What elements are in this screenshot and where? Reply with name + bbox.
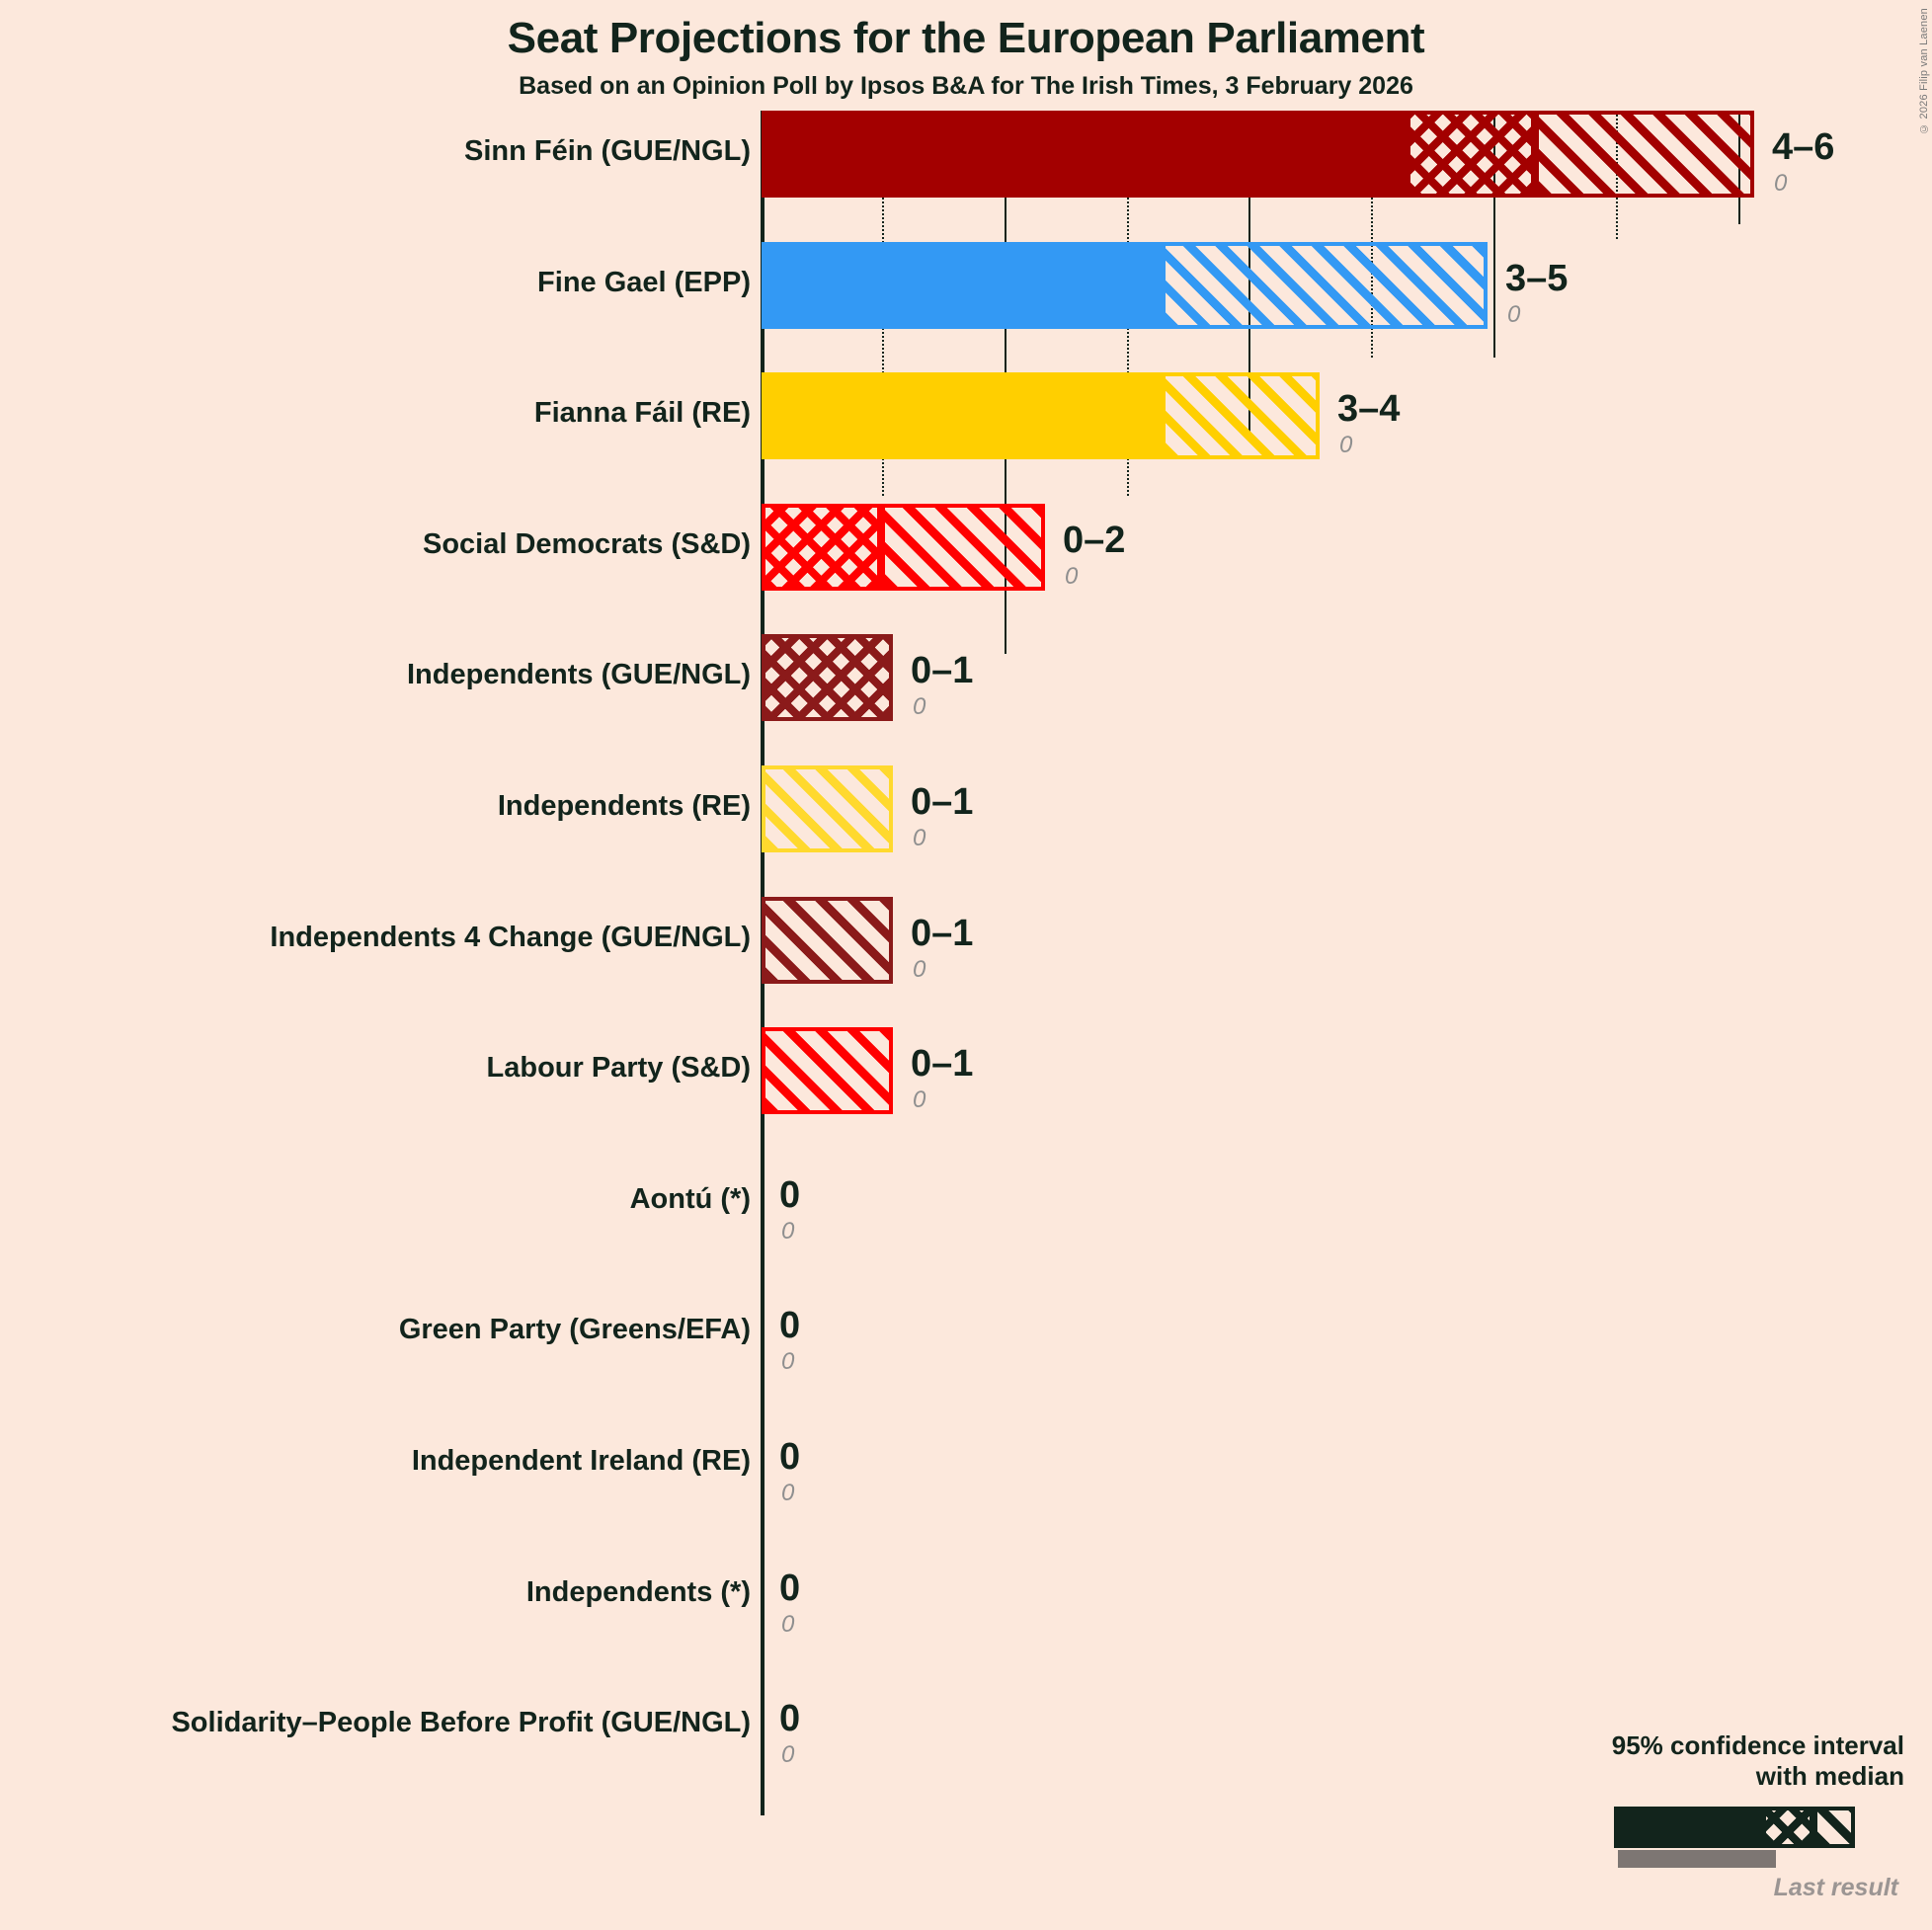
- party-label-7: Labour Party (S&D): [486, 1052, 751, 1085]
- bar-segment-diagonal-7: [762, 1027, 893, 1115]
- bar-6[interactable]: [762, 896, 893, 984]
- legend-line-2: with median: [1755, 1761, 1904, 1792]
- bar-4[interactable]: [762, 634, 893, 722]
- legend-line-1: 95% confidence interval: [1611, 1729, 1904, 1760]
- legend-ci-label: 95% confidence interval with median: [1557, 1730, 1904, 1793]
- last-result-11: 0: [781, 1610, 795, 1638]
- party-label-4: Independents (GUE/NGL): [407, 659, 751, 691]
- last-result-0: 0: [1774, 170, 1788, 197]
- seat-range-6: 0–1: [911, 912, 974, 954]
- bar-segment-median-1: [762, 241, 1162, 329]
- gridline-5: [1371, 111, 1373, 358]
- last-result-1: 0: [1507, 300, 1521, 328]
- last-result-9: 0: [781, 1348, 795, 1376]
- seat-range-0: 4–6: [1772, 126, 1835, 168]
- bar-segment-diagonal-5: [762, 765, 893, 852]
- bar-3[interactable]: [762, 503, 1045, 591]
- party-label-12: Solidarity–People Before Profit (GUE/NGL…: [171, 1707, 751, 1739]
- seat-range-3: 0–2: [1063, 519, 1126, 561]
- bar-segment-median-2: [762, 372, 1162, 460]
- legend-diagonal-segment: [1813, 1807, 1855, 1848]
- seat-range-5: 0–1: [911, 781, 974, 823]
- legend-last-result-label: Last result: [1773, 1874, 1898, 1901]
- bar-1[interactable]: [762, 241, 1488, 329]
- party-label-2: Fianna Fáil (RE): [533, 397, 751, 430]
- party-label-10: Independent Ireland (RE): [411, 1445, 751, 1477]
- last-result-4: 0: [913, 693, 926, 721]
- seat-range-12: 0: [779, 1698, 801, 1740]
- seat-range-1: 3–5: [1505, 257, 1569, 299]
- last-result-7: 0: [913, 1086, 926, 1114]
- last-result-6: 0: [913, 955, 926, 983]
- party-label-8: Aontú (*): [629, 1182, 751, 1215]
- party-label-3: Social Democrats (S&D): [423, 527, 751, 560]
- legend-swatches: [1557, 1807, 1904, 1870]
- seat-range-11: 0: [779, 1567, 801, 1609]
- last-result-10: 0: [781, 1480, 795, 1506]
- legend-last-result-swatch: [1618, 1850, 1776, 1868]
- bar-segment-median-0: [762, 111, 1407, 198]
- seat-range-4: 0–1: [911, 650, 974, 692]
- party-label-0: Sinn Féin (GUE/NGL): [464, 135, 751, 167]
- seat-range-8: 0: [779, 1173, 801, 1216]
- bar-segment-diagonal-2: [1162, 372, 1320, 460]
- bar-segment-diagonal-6: [762, 896, 893, 984]
- seat-range-2: 3–4: [1337, 388, 1401, 431]
- gridline-6: [1493, 111, 1495, 358]
- last-result-2: 0: [1339, 432, 1353, 459]
- legend-median-segment: [1614, 1807, 1762, 1848]
- legend-ci-swatch: [1614, 1807, 1855, 1848]
- bar-segment-diagonal-0: [1535, 111, 1754, 198]
- page-title: Seat Projections for the European Parlia…: [507, 14, 1425, 62]
- bar-segment-diagonal-3: [881, 503, 1045, 591]
- bar-segment-crosshatch-4: [762, 634, 893, 722]
- party-label-1: Fine Gael (EPP): [537, 266, 751, 298]
- last-result-12: 0: [781, 1741, 795, 1769]
- last-result-3: 0: [1065, 562, 1079, 590]
- seat-range-9: 0: [779, 1305, 801, 1347]
- page-subtitle: Based on an Opinion Poll by Ipsos B&A fo…: [519, 72, 1413, 100]
- chart-legend: 95% confidence interval with median Last…: [1557, 1730, 1904, 1902]
- party-label-9: Green Party (Greens/EFA): [398, 1314, 751, 1346]
- seat-range-10: 0: [779, 1436, 801, 1478]
- bar-2[interactable]: [762, 372, 1320, 460]
- party-label-5: Independents (RE): [497, 790, 751, 822]
- bar-segment-diagonal-1: [1162, 241, 1488, 329]
- bar-5[interactable]: [762, 765, 893, 852]
- bar-7[interactable]: [762, 1027, 893, 1115]
- last-result-8: 0: [781, 1217, 795, 1245]
- seat-range-7: 0–1: [911, 1043, 974, 1086]
- last-result-5: 0: [913, 825, 926, 851]
- bar-0[interactable]: [762, 111, 1754, 198]
- legend-crosshatch-segment: [1762, 1807, 1813, 1848]
- bar-segment-crosshatch-3: [762, 503, 881, 591]
- bar-segment-crosshatch-0: [1407, 111, 1535, 198]
- party-label-6: Independents 4 Change (GUE/NGL): [270, 921, 751, 953]
- party-label-11: Independents (*): [525, 1575, 751, 1608]
